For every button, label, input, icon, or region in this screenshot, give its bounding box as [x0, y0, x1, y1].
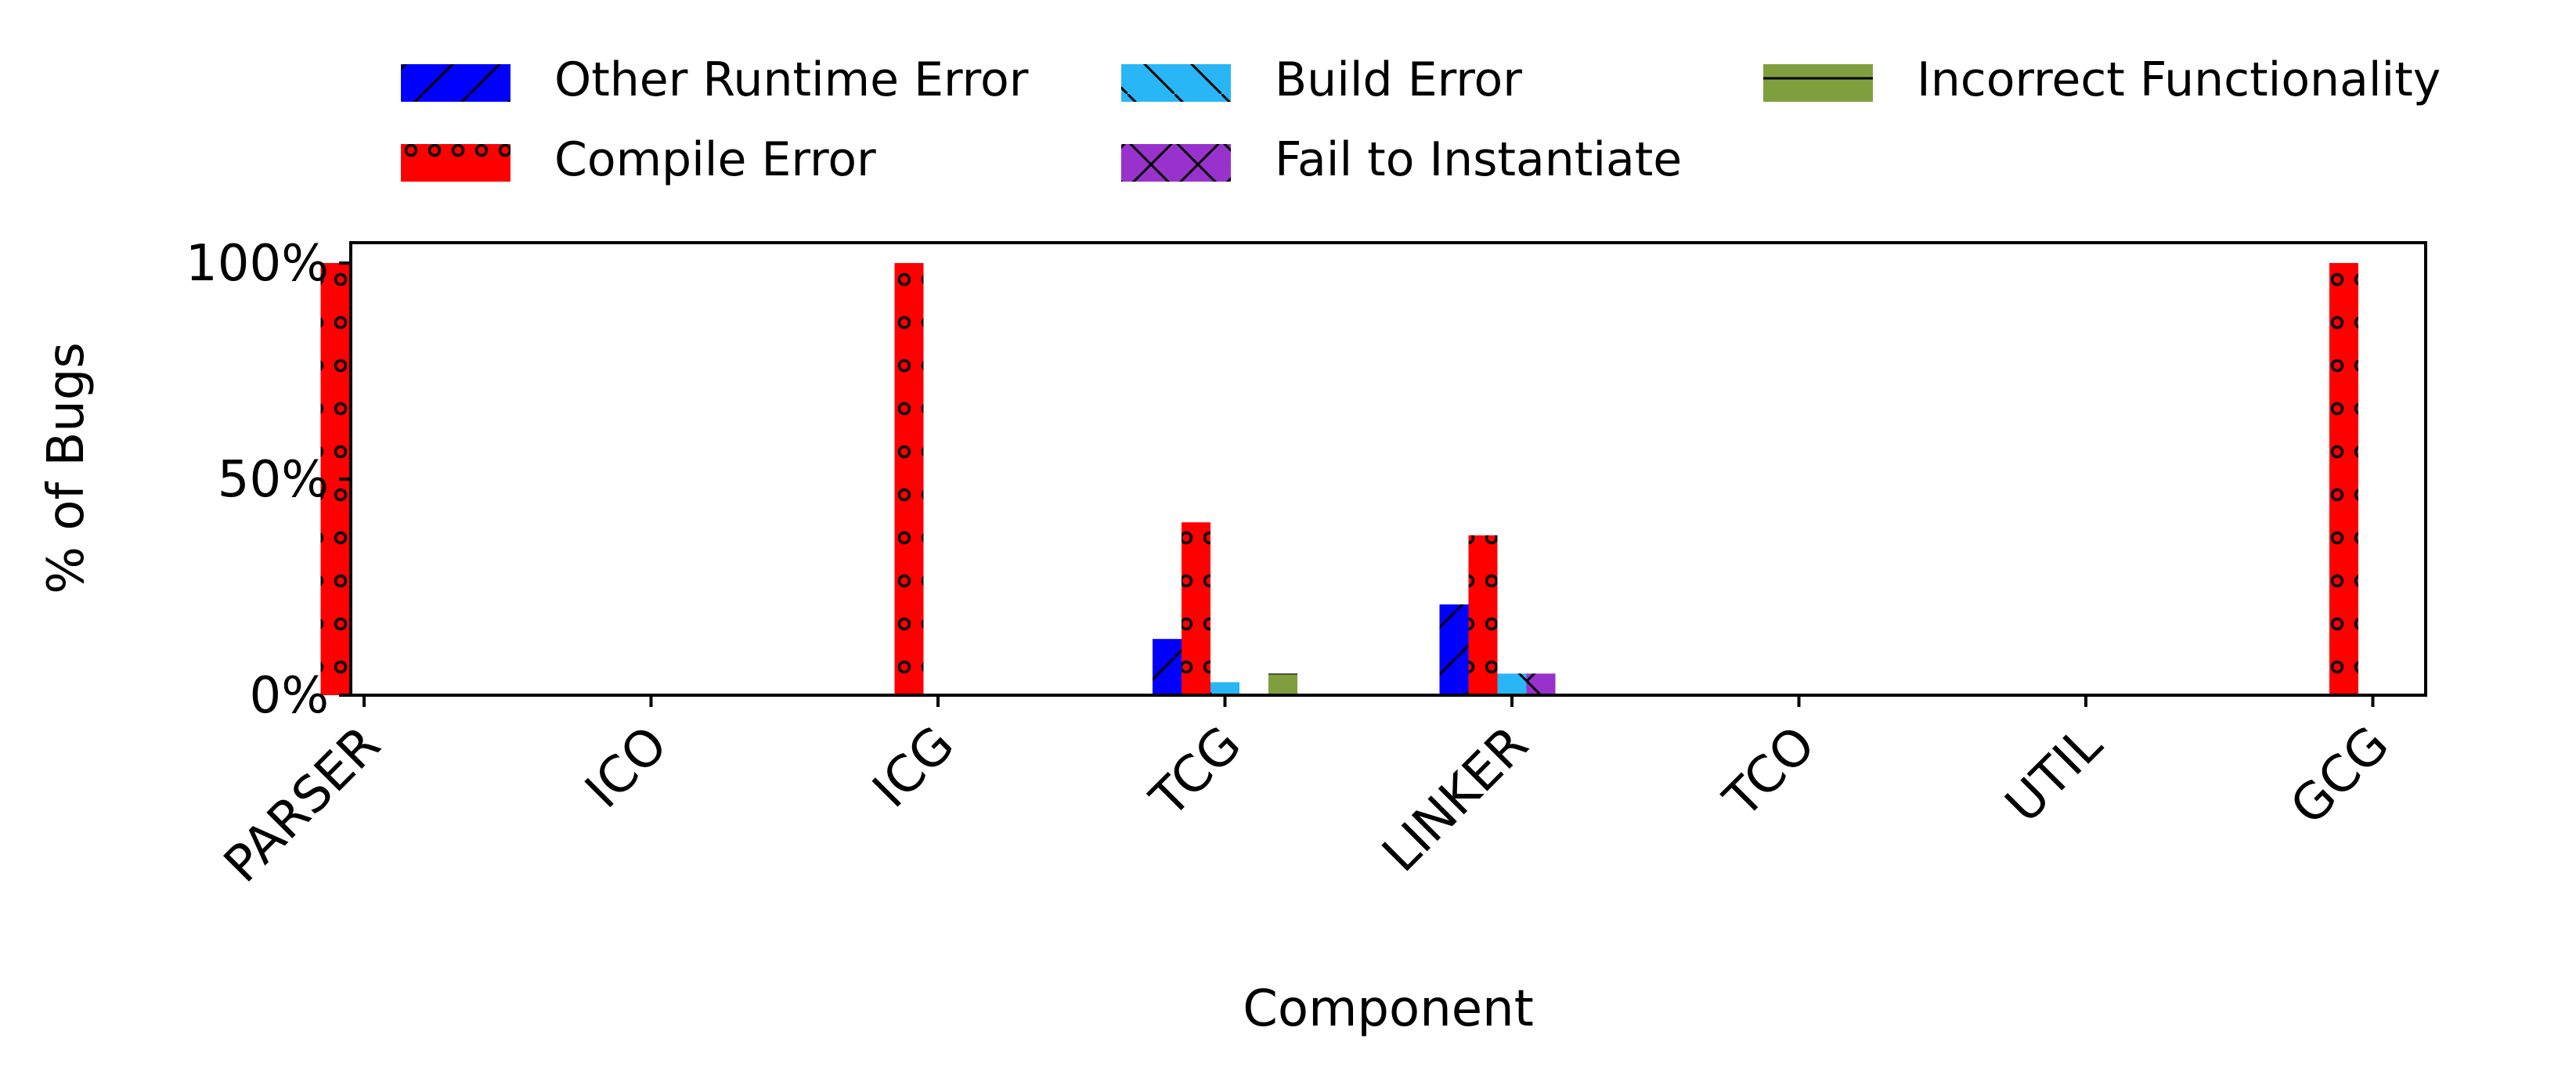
bar-hatch-other-runtime-error-linker	[1439, 604, 1469, 695]
legend-label-compile-error: Compile Error	[554, 132, 876, 187]
plot-area-frame	[349, 241, 2427, 697]
bar-hatch-compile-error-tcg	[1182, 522, 1210, 695]
x-tick-label-parser: PARSER	[213, 716, 391, 894]
y-axis: 0% 50% 100%	[186, 235, 351, 725]
legend-entry-fail-to-instantiate: Fail to Instantiate	[1121, 132, 1682, 187]
legend-entry-incorrect-functionality: Incorrect Functionality	[1763, 52, 2441, 107]
legend-hatch-fail-to-instantiate	[1121, 144, 1231, 182]
x-tick-label-gcg: GCG	[2280, 716, 2401, 836]
legend-entry-other-runtime-error: Other Runtime Error	[401, 52, 1029, 107]
legend-label-fail-to-instantiate: Fail to Instantiate	[1275, 132, 1682, 187]
legend-entry-build-error: Build Error	[1121, 52, 1522, 107]
x-tick-label-linker: LINKER	[1372, 716, 1539, 883]
legend: Other Runtime Error Compile Error Build …	[401, 52, 2441, 187]
bars-group	[320, 263, 2358, 695]
y-tick-label: 50%	[218, 451, 329, 509]
x-tick-label-tco: TCO	[1713, 716, 1827, 829]
bar-hatch-compile-error-icg	[894, 263, 924, 695]
y-axis-label: % of Bugs	[38, 342, 96, 594]
legend-label-incorrect-functionality: Incorrect Functionality	[1917, 52, 2441, 107]
x-tick-label-util: UTIL	[1995, 716, 2114, 835]
bar-hatch-build-error-tcg	[1210, 682, 1239, 695]
x-tick-label-icg: ICG	[862, 716, 965, 819]
legend-hatch-compile-error	[401, 144, 511, 182]
x-tick-label-tcg: TCG	[1139, 716, 1253, 829]
bar-hatch-fail-to-instantiate-linker	[1526, 673, 1556, 695]
legend-hatch-other-runtime-error	[401, 64, 511, 102]
legend-hatch-build-error	[1121, 64, 1231, 102]
bar-hatch-compile-error-gcg	[2329, 263, 2358, 695]
y-tick-label: 0%	[249, 667, 329, 725]
bar-hatch-compile-error-linker	[1468, 535, 1498, 695]
y-tick-label: 100%	[186, 235, 329, 293]
legend-hatch-incorrect-functionality	[1763, 64, 1873, 102]
bar-hatch-other-runtime-error-tcg	[1153, 639, 1182, 695]
legend-label-other-runtime-error: Other Runtime Error	[554, 52, 1029, 107]
bar-hatch-incorrect-functionality-tcg	[1268, 673, 1297, 695]
x-axis-label: Component	[1243, 980, 1534, 1038]
x-axis: PARSER ICO ICG TCG LINKER TCO UTIL GCG	[213, 695, 2401, 894]
x-tick-label-ico: ICO	[575, 716, 679, 820]
legend-label-build-error: Build Error	[1275, 52, 1522, 107]
legend-entry-compile-error: Compile Error	[401, 132, 876, 187]
bar-hatch-build-error-linker	[1497, 673, 1527, 695]
